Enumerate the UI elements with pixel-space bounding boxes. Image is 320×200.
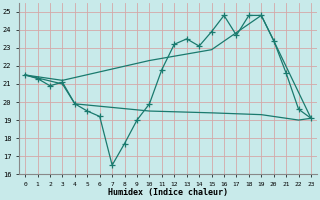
X-axis label: Humidex (Indice chaleur): Humidex (Indice chaleur) bbox=[108, 188, 228, 197]
